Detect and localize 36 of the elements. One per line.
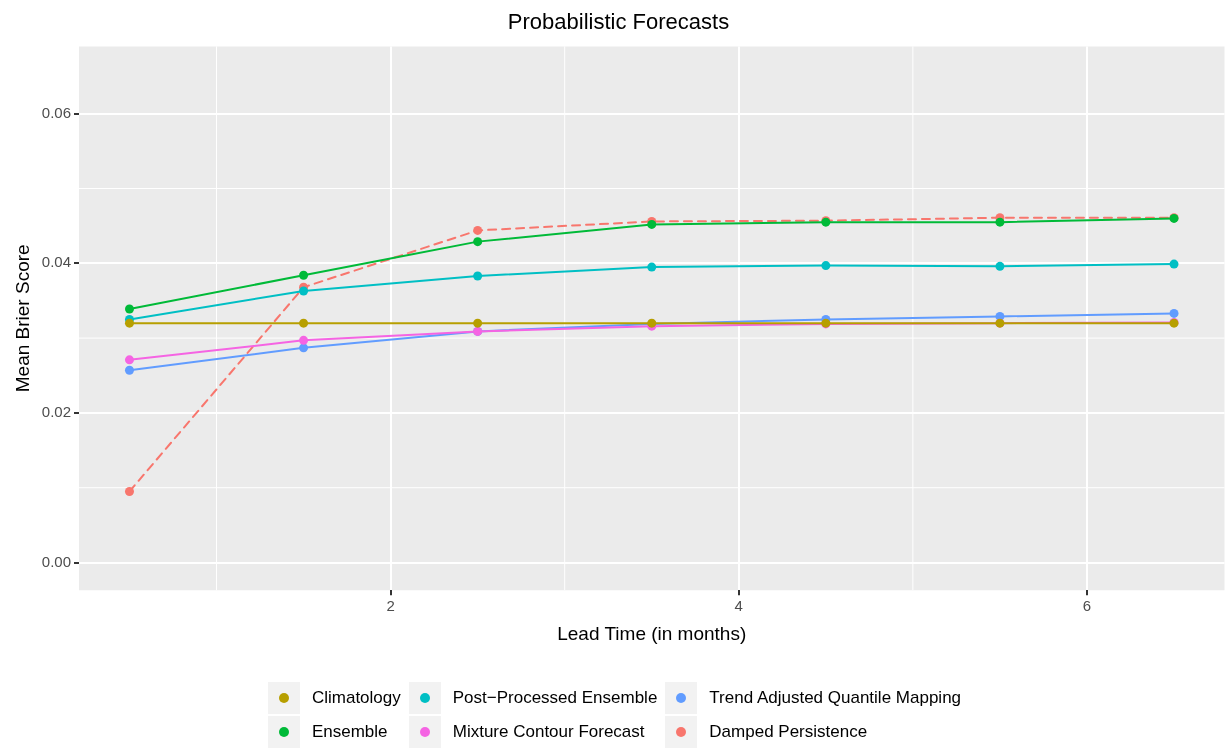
x-tick-label: 4: [734, 597, 743, 615]
x-axis-title: Lead Time (in months): [557, 622, 747, 644]
y-tick-label: 0.02: [41, 403, 71, 421]
point: [995, 217, 1005, 227]
chart-title: Probabilistic Forecasts: [507, 9, 730, 35]
y-axis-title: Mean Brier Score: [11, 244, 33, 393]
legend-label: Ensemble: [311, 722, 388, 742]
legend-label: Climatology: [311, 688, 401, 708]
point: [1169, 259, 1179, 269]
legend-label: Trend Adjusted Quantile Mapping: [709, 688, 962, 708]
point: [124, 355, 134, 365]
point: [473, 237, 483, 247]
point: [299, 286, 309, 296]
point: [299, 270, 309, 280]
point: [124, 304, 134, 314]
x-tick-label: 6: [1082, 597, 1092, 615]
y-tick-label: 0.04: [41, 253, 71, 271]
point: [299, 343, 309, 353]
y-tick-label: 0.06: [41, 103, 71, 121]
point: [473, 318, 483, 328]
point: [124, 486, 134, 496]
x-tick-label: 2: [386, 597, 395, 615]
point: [299, 335, 309, 345]
point: [473, 225, 483, 235]
point: [473, 271, 483, 281]
point: [995, 261, 1005, 271]
point: [124, 365, 134, 375]
point: [124, 318, 134, 328]
point: [1169, 308, 1179, 318]
point: [821, 261, 831, 271]
y-tick-label: 0.00: [41, 552, 71, 570]
legend-label: Mixture Contour Forecast: [452, 722, 645, 742]
legend-label: Damped Persistence: [709, 722, 868, 742]
point: [647, 262, 657, 272]
point: [299, 318, 309, 328]
legend-label: Post−Processed Ensemble: [452, 688, 658, 708]
